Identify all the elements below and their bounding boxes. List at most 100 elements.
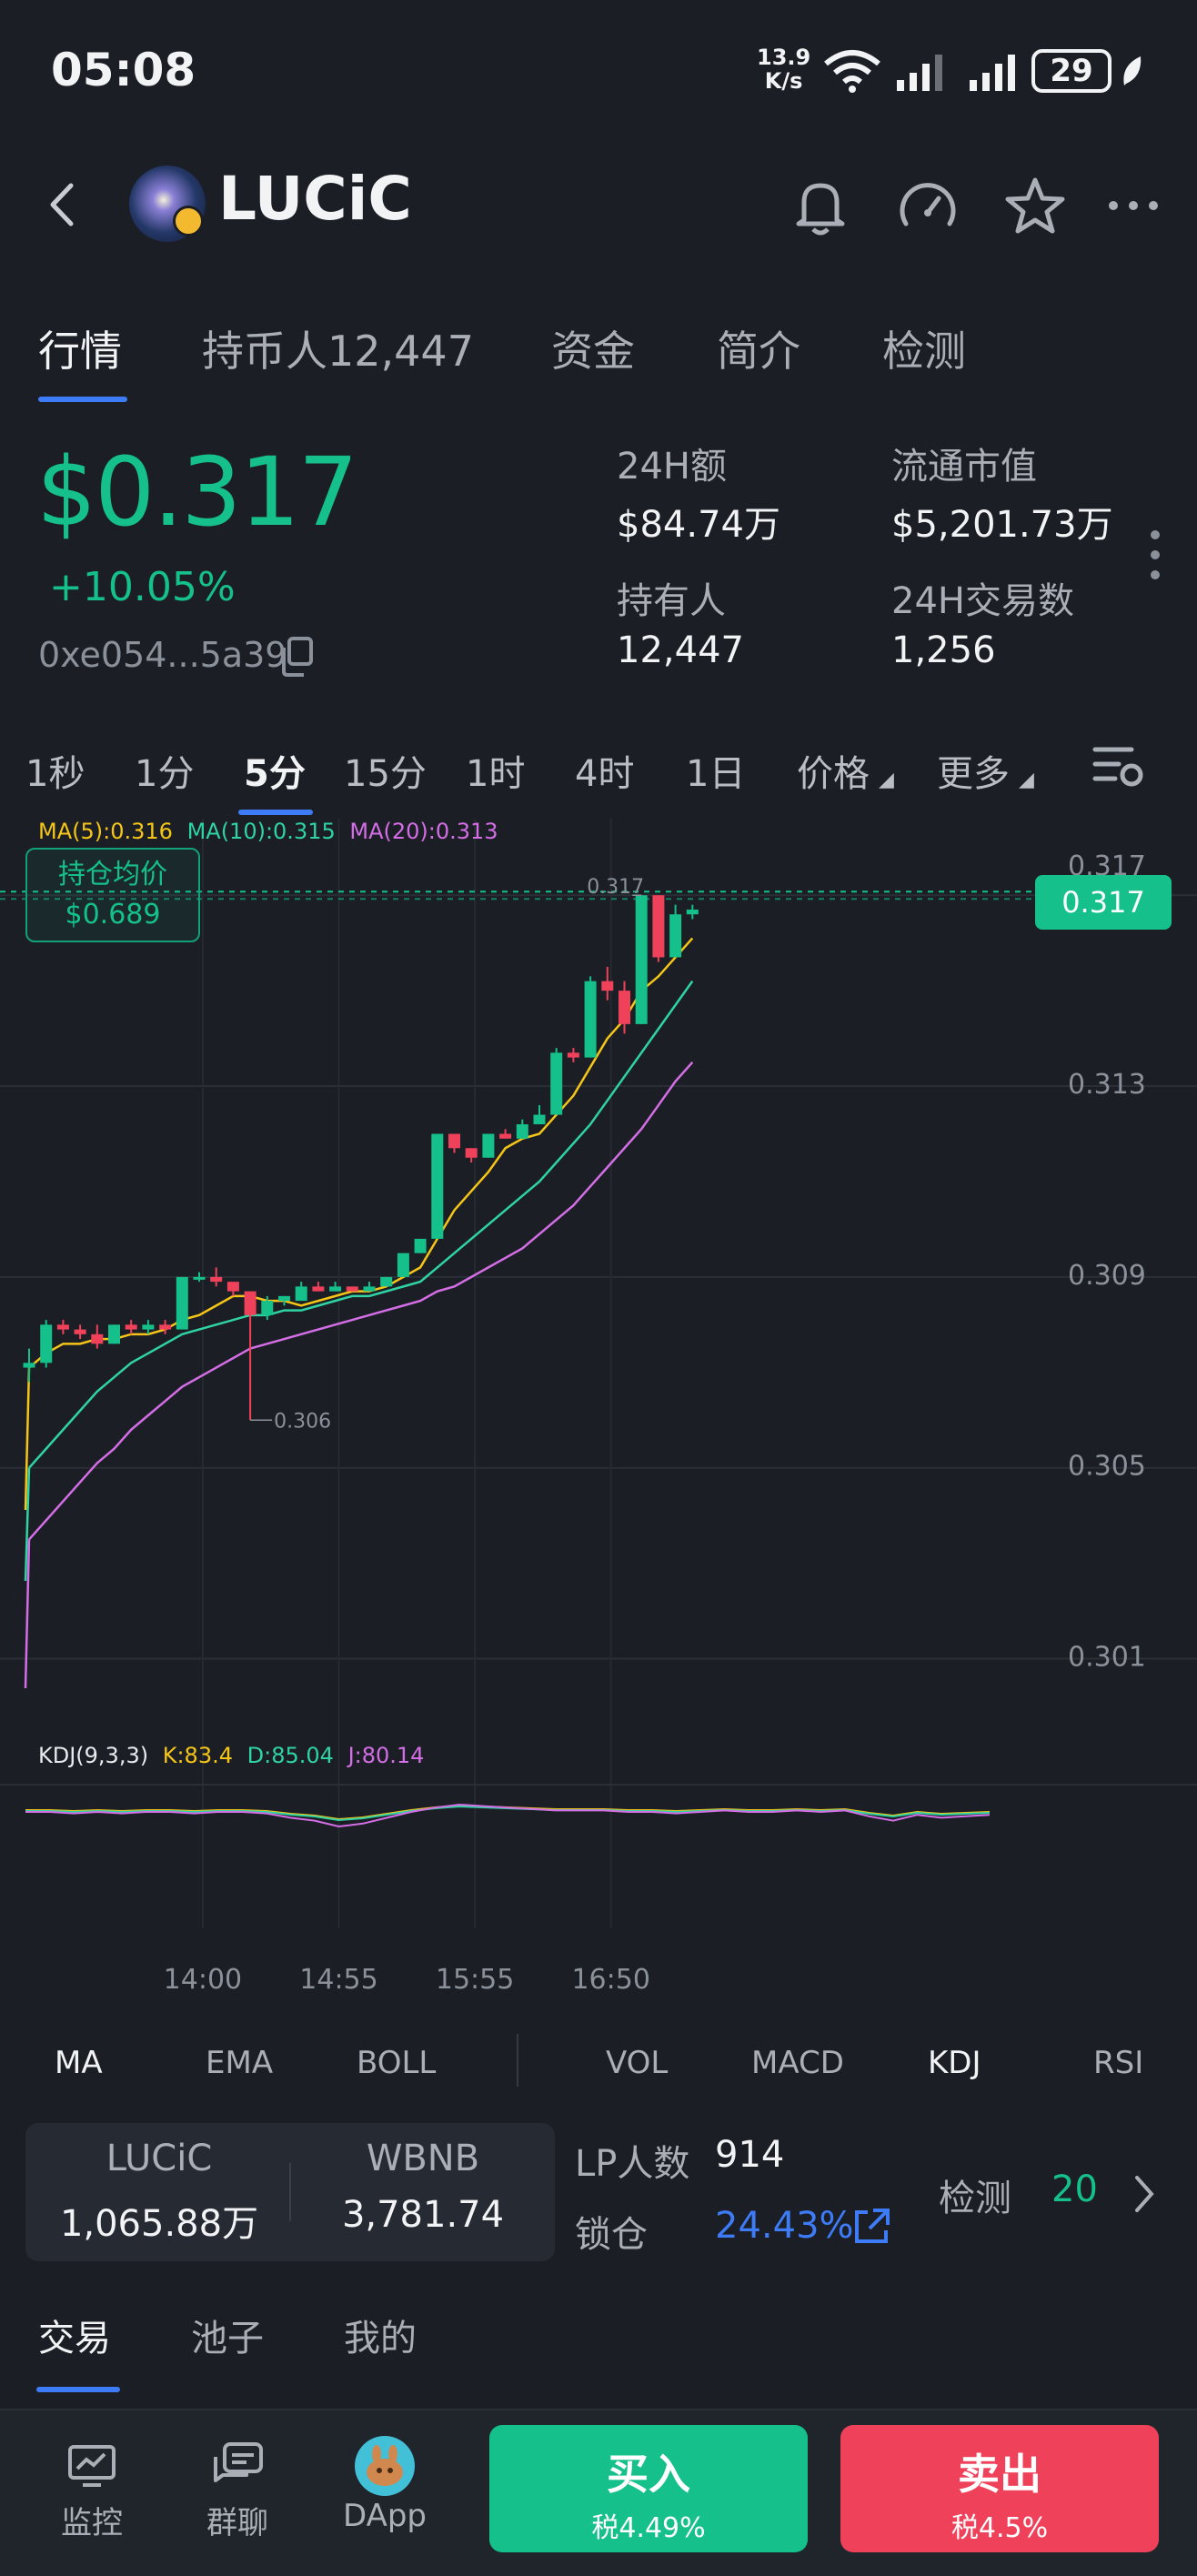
candle-body bbox=[210, 1276, 223, 1283]
check-label[interactable]: 检测 bbox=[939, 2178, 1011, 2219]
gauge-icon[interactable] bbox=[891, 169, 964, 242]
nav-chat[interactable]: 群聊 bbox=[178, 2434, 297, 2542]
check-score[interactable]: 20 bbox=[1051, 2168, 1098, 2210]
more-icon[interactable] bbox=[1097, 169, 1170, 242]
token-name: LUCiC bbox=[218, 164, 412, 234]
bell-icon[interactable] bbox=[784, 169, 857, 242]
kdj-j: J:80.14 bbox=[347, 1743, 425, 1768]
ma5-line-extension bbox=[24, 1367, 31, 1511]
nav-dapp-label: DApp bbox=[342, 2498, 427, 2534]
x-tick-label: 16:50 bbox=[571, 1964, 649, 1996]
current-price-tag: 0.317 bbox=[1035, 875, 1172, 930]
nav-dapp[interactable]: DApp bbox=[326, 2434, 444, 2534]
tab-trade[interactable]: 交易 bbox=[38, 2318, 111, 2360]
net-speed-value: 13.9 bbox=[757, 45, 811, 70]
interval-1s[interactable]: 1秒 bbox=[25, 753, 86, 795]
back-icon[interactable] bbox=[36, 173, 91, 236]
chevron-right-icon[interactable] bbox=[1126, 2168, 1162, 2219]
ma5-line bbox=[28, 937, 694, 1369]
bottom-tab-active-indicator bbox=[36, 2387, 120, 2392]
candlestick-chart[interactable]: 0.317 0.313 0.309 0.305 0.301 14:00 14:55 15:55… bbox=[0, 819, 1197, 2019]
kdj-legend: KDJ(9,3,3) K:83.4 D:85.04 J:80.14 bbox=[38, 1743, 424, 1768]
network-speed: 13.9 K/s bbox=[757, 45, 810, 93]
indicator-rsi[interactable]: RSI bbox=[1093, 2045, 1144, 2081]
more-intervals-label: 更多 bbox=[937, 753, 1010, 795]
sell-button[interactable]: 卖出 税4.5% bbox=[840, 2425, 1159, 2552]
interval-1m[interactable]: 1分 bbox=[135, 753, 195, 795]
chart-settings-icon[interactable] bbox=[1091, 739, 1146, 793]
avg-cost-box: 持仓均价 $0.689 bbox=[25, 848, 200, 942]
tab-mine[interactable]: 我的 bbox=[344, 2318, 417, 2360]
indicator-ema[interactable]: EMA bbox=[206, 2045, 274, 2081]
tab-holders[interactable]: 持币人12,447 bbox=[202, 327, 474, 376]
indicator-ma[interactable]: MA bbox=[55, 2045, 103, 2081]
stats-more-icon[interactable] bbox=[1148, 528, 1162, 582]
bnb-chain-badge bbox=[173, 206, 204, 236]
interval-1h[interactable]: 1时 bbox=[466, 753, 526, 795]
ma20-label: MA(20):0.313 bbox=[349, 819, 498, 844]
sell-label: 卖出 bbox=[958, 2450, 1041, 2499]
candle-body bbox=[550, 1052, 563, 1115]
net-speed-unit: K/s bbox=[764, 68, 803, 94]
candle-body bbox=[312, 1286, 325, 1292]
axis-labels: 0.317 0.313 0.309 0.305 0.301 14:00 14:55 15:55… bbox=[164, 850, 1146, 1996]
avg-cost-value: $0.689 bbox=[65, 899, 161, 931]
pool-token-b-value: 3,781.74 bbox=[341, 2194, 505, 2236]
tab-market[interactable]: 行情 bbox=[38, 327, 122, 376]
ma-legend: MA(5):0.316 MA(10):0.315 MA(20):0.313 bbox=[38, 819, 498, 844]
tab-funds[interactable]: 资金 bbox=[551, 327, 635, 376]
ma10-label: MA(10):0.315 bbox=[186, 819, 336, 844]
interval-1d[interactable]: 1日 bbox=[686, 753, 746, 795]
candle-body bbox=[142, 1324, 155, 1330]
interval-active-indicator bbox=[238, 810, 313, 815]
candle-body bbox=[601, 981, 614, 991]
indicator-macd[interactable]: MACD bbox=[751, 2045, 844, 2081]
lp-count-label: LP人数 bbox=[575, 2143, 690, 2185]
indicator-vol[interactable]: VOL bbox=[606, 2045, 669, 2081]
ma10-line-extension bbox=[24, 1467, 31, 1582]
x-tick-label: 14:00 bbox=[164, 1964, 242, 1996]
candle-body bbox=[448, 1133, 460, 1149]
pool-token-a-name: LUCiC bbox=[106, 2138, 213, 2179]
candle-body bbox=[346, 1286, 358, 1292]
candle-body bbox=[380, 1276, 393, 1287]
monitor-icon bbox=[68, 2445, 116, 2487]
candle-body bbox=[56, 1324, 69, 1330]
candle-body bbox=[176, 1276, 188, 1330]
kdj-d: D:85.04 bbox=[246, 1743, 334, 1768]
external-link-icon[interactable] bbox=[851, 2207, 891, 2247]
candle-body bbox=[584, 981, 597, 1058]
tab-pool[interactable]: 池子 bbox=[191, 2318, 264, 2360]
interval-5m[interactable]: 5分 bbox=[244, 753, 306, 795]
star-icon[interactable] bbox=[999, 169, 1071, 242]
nav-monitor[interactable]: 监控 bbox=[33, 2434, 151, 2542]
stat-24h-txns-value: 1,256 bbox=[891, 629, 996, 671]
stat-24h-txns-label: 24H交易数 bbox=[891, 580, 1074, 622]
lock-value[interactable]: 24.43% bbox=[715, 2205, 854, 2247]
candle-body bbox=[108, 1324, 120, 1344]
interval-4h[interactable]: 4时 bbox=[575, 753, 635, 795]
interval-15m[interactable]: 15分 bbox=[344, 753, 427, 795]
candle-body bbox=[40, 1324, 53, 1363]
ma20-line-extension bbox=[24, 1539, 31, 1689]
candle-body bbox=[567, 1052, 579, 1058]
candle-body bbox=[91, 1333, 104, 1344]
copy-icon[interactable] bbox=[277, 635, 317, 679]
tab-check[interactable]: 检测 bbox=[882, 327, 966, 376]
candles bbox=[23, 895, 699, 1421]
low-annotation: 0.306 bbox=[274, 1410, 331, 1433]
candle-body bbox=[533, 1114, 546, 1125]
kdj-lines bbox=[25, 1803, 991, 1828]
price-type-label: 价格 bbox=[797, 753, 870, 795]
indicator-kdj[interactable]: KDJ bbox=[928, 2045, 981, 2081]
y-tick-label: 0.313 bbox=[1068, 1069, 1146, 1101]
more-intervals-dropdown[interactable]: 更多 ◢ bbox=[937, 744, 1034, 797]
pool-divider bbox=[289, 2163, 291, 2221]
ma5-label: MA(5):0.316 bbox=[38, 819, 173, 844]
buy-button[interactable]: 买入 税4.49% bbox=[489, 2425, 808, 2552]
indicator-boll[interactable]: BOLL bbox=[357, 2045, 437, 2081]
price-type-dropdown[interactable]: 价格 ◢ bbox=[797, 744, 894, 797]
status-time: 05:08 bbox=[51, 44, 196, 96]
ma-lines bbox=[24, 937, 694, 1689]
tab-intro[interactable]: 简介 bbox=[717, 327, 800, 376]
